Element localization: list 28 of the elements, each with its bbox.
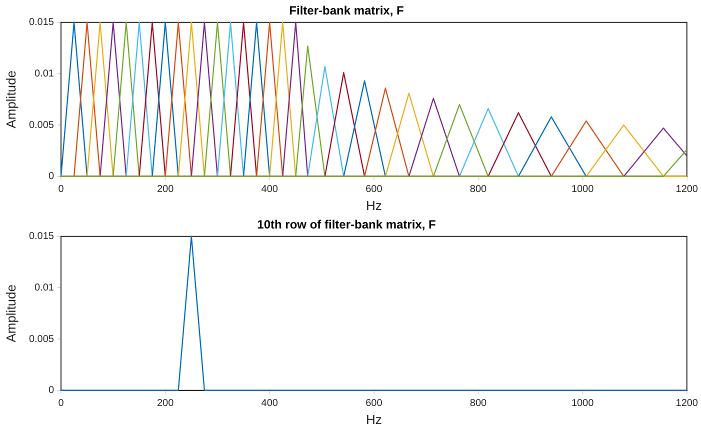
y-tick-label: 0.01 (34, 282, 54, 294)
x-tick-label: 1200 (676, 398, 698, 410)
y-axis-title: Amplitude (3, 284, 18, 342)
y-axis-title: Amplitude (3, 70, 18, 128)
x-tick-label: 600 (366, 184, 383, 196)
y-tick-label: 0.01 (34, 68, 54, 80)
x-tick-label: 800 (470, 398, 488, 410)
x-tick-label: 400 (261, 184, 278, 196)
x-tick-label: 200 (156, 398, 174, 410)
y-tick-label: 0.015 (28, 231, 54, 242)
x-axis-title: Hz (366, 412, 382, 427)
chart-title: 10th row of filter-bank matrix, F (257, 218, 436, 232)
x-tick-label: 200 (156, 184, 174, 196)
y-tick-label: 0.015 (28, 17, 54, 28)
y-tick-label: 0.005 (28, 334, 54, 345)
chart-title: Filter-bank matrix, F (289, 4, 404, 18)
y-tick-label: 0.005 (28, 120, 54, 131)
y-tick-label: 0 (48, 171, 54, 182)
x-tick-label: 1000 (571, 184, 594, 196)
x-tick-label: 600 (366, 398, 383, 410)
x-tick-label: 800 (470, 184, 488, 196)
x-tick-label: 1200 (676, 184, 698, 196)
x-tick-label: 0 (58, 184, 64, 196)
x-tick-label: 1000 (571, 398, 594, 410)
x-axis-title: Hz (366, 198, 382, 213)
x-tick-label: 0 (58, 398, 64, 410)
y-tick-label: 0 (48, 385, 54, 396)
x-tick-label: 400 (261, 398, 278, 410)
